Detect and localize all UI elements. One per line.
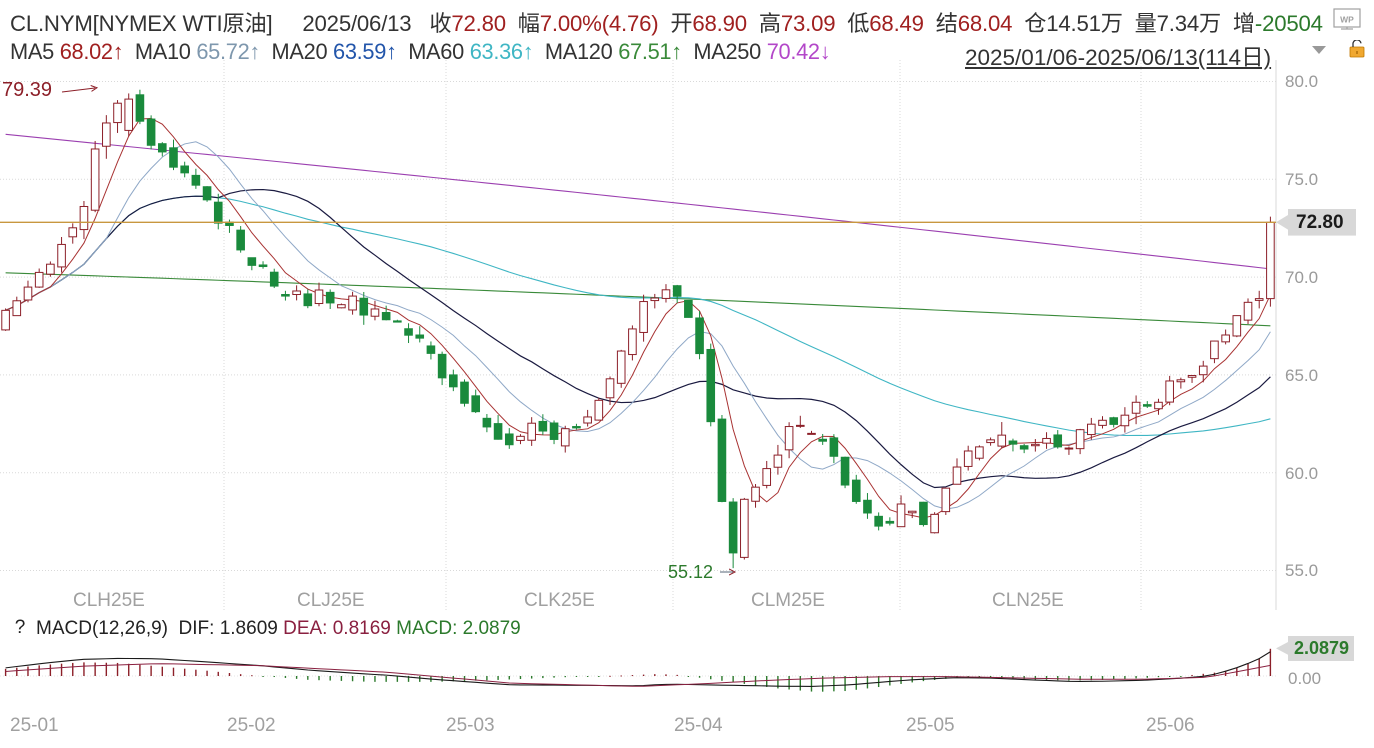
svg-text:2.0879: 2.0879 bbox=[1294, 638, 1349, 658]
svg-text:0.00: 0.00 bbox=[1288, 669, 1321, 688]
